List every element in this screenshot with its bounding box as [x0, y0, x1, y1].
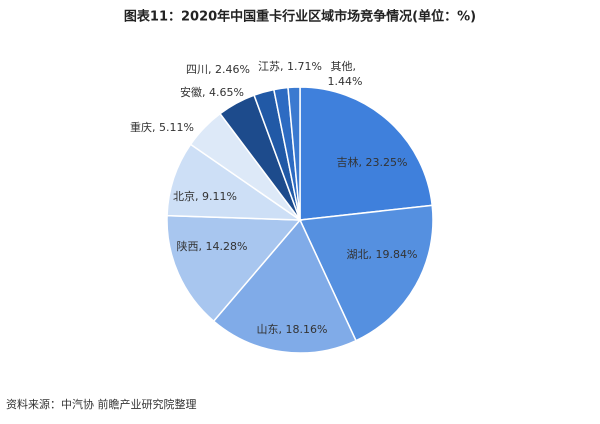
label-separator: ,: [208, 63, 215, 76]
label-separator: ,: [199, 240, 206, 253]
pie-slice: [287, 86, 301, 221]
data-label: 安徽, 4.65%: [180, 85, 244, 99]
data-label-value: 23.25%: [366, 156, 408, 169]
label-separator: ,: [359, 156, 366, 169]
label-category: 吉林: [337, 155, 359, 169]
label-category: 重庆: [130, 120, 152, 134]
data-label-value: 2.46%: [215, 63, 250, 76]
data-label-value: 5.11%: [159, 121, 194, 134]
source-note: 资料来源：中汽协 前瞻产业研究院整理: [6, 397, 197, 411]
label-category: 山东: [257, 323, 279, 336]
data-label-value: 19.84%: [376, 248, 418, 261]
data-label: 吉林, 23.25%: [337, 155, 408, 169]
data-label: 湖北, 19.84%: [347, 248, 418, 261]
data-label: 陕西, 14.28%: [177, 239, 248, 253]
label-separator: ,: [152, 121, 159, 134]
label-category: 陕西: [177, 239, 199, 253]
data-label-value: 9.11%: [202, 190, 237, 203]
data-label: 江苏, 1.71%: [258, 60, 322, 73]
label-category: 江苏: [258, 60, 280, 73]
pie-slice: [166, 214, 302, 323]
label-category: 其他: [331, 60, 353, 73]
label-separator: ,: [280, 60, 287, 73]
label-category: 湖北: [347, 248, 369, 261]
label-separator: ,: [202, 86, 209, 99]
data-label-value: 1.71%: [287, 60, 322, 73]
data-label-value: 4.65%: [209, 86, 244, 99]
data-label-value: 18.16%: [286, 323, 328, 336]
chart-title: 图表11：2020年中国重卡行业区域市场竞争情况(单位：%): [124, 9, 476, 25]
data-label: 其他, 1.44%: [328, 60, 363, 88]
data-label: 山东, 18.16%: [257, 323, 328, 336]
label-category: 安徽: [180, 85, 202, 99]
pie-slice: [298, 204, 434, 342]
data-label-value: 14.28%: [206, 240, 248, 253]
label-separator: ,: [195, 190, 202, 203]
data-label: 北京, 9.11%: [173, 189, 237, 203]
label-separator: ,: [369, 248, 376, 261]
pie-slice: [299, 86, 434, 221]
label-category: 北京: [173, 189, 195, 203]
label-category: 四川: [186, 63, 208, 76]
label-separator: ,: [279, 323, 286, 336]
data-label: 重庆, 5.11%: [130, 120, 194, 134]
data-label: 四川, 2.46%: [186, 63, 250, 76]
pie-slice: [212, 218, 357, 354]
label-separator: ,: [353, 60, 360, 73]
data-label-value: 1.44%: [328, 75, 363, 88]
